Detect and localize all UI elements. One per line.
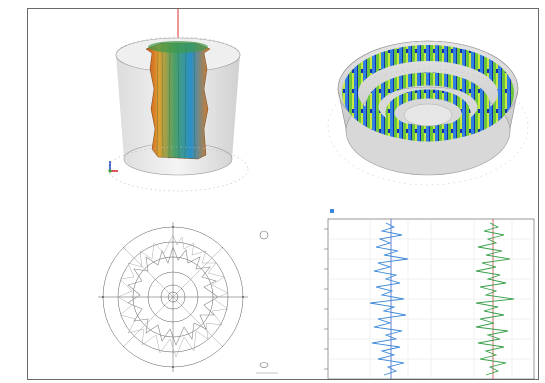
disc-center — [403, 103, 453, 127]
cylinder-3d-view[interactable] — [66, 9, 306, 199]
depth-logs-svg — [324, 209, 535, 380]
tick-ring-bottom — [107, 146, 249, 192]
rings-3d-svg — [327, 40, 529, 186]
track2-curve — [475, 222, 515, 376]
marker-ellipse — [259, 362, 269, 368]
inner-ring — [385, 89, 471, 137]
polar-trace-outer — [117, 234, 229, 358]
axis-origin — [108, 169, 112, 173]
depth-logs-view[interactable] — [290, 205, 540, 381]
polar-plot-view[interactable] — [78, 205, 288, 381]
cylinder-3d-svg — [107, 9, 249, 192]
polar-trace — [127, 246, 219, 346]
track1-curve — [369, 222, 409, 376]
rings-3d-view[interactable] — [318, 9, 540, 199]
marker-circle — [259, 230, 269, 240]
legend-swatch — [330, 209, 334, 213]
polar-plot-svg — [98, 222, 278, 374]
figure-frame — [27, 8, 539, 380]
disc-tick-ring — [327, 68, 529, 186]
